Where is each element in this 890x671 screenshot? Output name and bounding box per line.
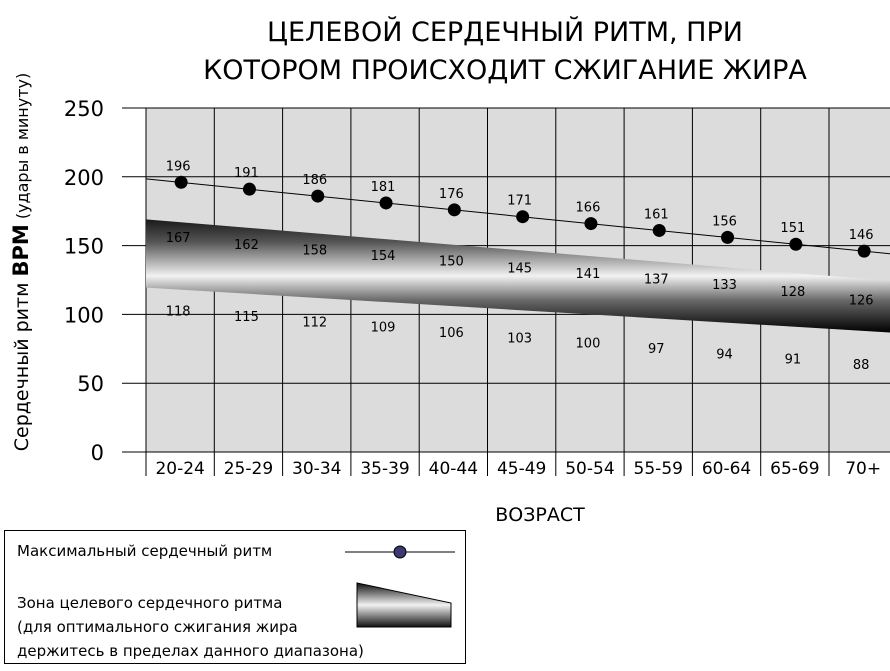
max-hr-point — [447, 203, 461, 217]
chart-title-line-1: ЦЕЛЕВОЙ СЕРДЕЧНЫЙ РИТМ, ПРИ — [267, 17, 743, 48]
legend-label-zone-line-3: держитесь в пределах данного диапазона) — [17, 642, 364, 660]
max-hr-point — [242, 182, 256, 196]
max-hr-value-label: 181 — [371, 180, 396, 195]
zone-upper-value-label: 126 — [849, 294, 874, 309]
zone-upper-value-label: 128 — [780, 285, 805, 300]
x-axis-label: ВОЗРАСТ — [495, 504, 585, 526]
x-tick-label: 35-39 — [360, 459, 409, 479]
x-tick-label: 70+ — [845, 459, 881, 479]
zone-lower-value-label: 103 — [507, 331, 532, 346]
y-tick-label: 50 — [77, 372, 104, 396]
max-hr-value-label: 161 — [644, 207, 669, 222]
max-hr-point — [857, 244, 871, 258]
max-hr-value-label: 196 — [166, 159, 191, 174]
max-hr-value-label: 146 — [849, 228, 874, 243]
x-tick-label: 45-49 — [497, 459, 546, 479]
max-hr-point — [584, 217, 598, 231]
y-tick-label: 0 — [91, 441, 104, 465]
zone-lower-value-label: 115 — [234, 310, 259, 325]
zone-upper-value-label: 150 — [439, 255, 464, 270]
max-hr-point — [516, 210, 530, 224]
y-tick-label: 150 — [64, 235, 104, 259]
zone-lower-value-label: 88 — [853, 358, 870, 373]
line-with-dot-icon — [345, 545, 455, 559]
max-hr-point — [721, 230, 735, 244]
zone-upper-value-label: 133 — [712, 278, 737, 293]
chart-title: ЦЕЛЕВОЙ СЕРДЕЧНЫЙ РИТМ, ПРИ КОТОРОМ ПРОИ… — [120, 14, 890, 90]
max-hr-point — [379, 196, 393, 210]
legend-label-max-hr: Максимальный сердечный ритм — [17, 542, 273, 560]
y-tick-label: 200 — [64, 166, 104, 190]
max-hr-point — [174, 175, 188, 189]
zone-upper-value-label: 158 — [302, 244, 327, 259]
zone-upper-value-label: 137 — [644, 272, 669, 287]
x-tick-label: 30-34 — [292, 459, 341, 479]
zone-lower-value-label: 91 — [785, 353, 802, 368]
x-tick-label: 20-24 — [155, 459, 204, 479]
x-tick-label: 25-29 — [224, 459, 273, 479]
legend: Максимальный сердечный ритм Зона целевог… — [4, 530, 466, 664]
max-hr-value-label: 186 — [302, 173, 327, 188]
max-hr-value-label: 156 — [712, 214, 737, 229]
zone-upper-value-label: 162 — [234, 238, 259, 253]
chart-plot: 196 191 186 181 176 171 166 161 156 151 146 167 162 1… — [64, 97, 890, 479]
zone-lower-value-label: 118 — [166, 305, 191, 320]
target-zone-band — [146, 219, 890, 333]
max-hr-value-label: 171 — [507, 194, 532, 209]
max-hr-point — [652, 223, 666, 237]
max-hr-value-label: 166 — [576, 201, 601, 216]
x-tick-label: 40-44 — [429, 459, 478, 479]
zone-lower-value-label: 94 — [716, 347, 733, 362]
zone-lower-value-label: 112 — [302, 315, 327, 330]
band-swatch-icon — [356, 582, 452, 628]
y-tick-label: 250 — [64, 97, 104, 121]
y-tick-label: 100 — [64, 303, 104, 327]
zone-upper-value-label: 154 — [371, 249, 396, 264]
x-tick-label: 50-54 — [565, 459, 614, 479]
chart-title-line-2: КОТОРОМ ПРОИСХОДИТ СЖИГАНИЕ ЖИРА — [203, 55, 807, 86]
x-tick-label: 60-64 — [702, 459, 751, 479]
zone-upper-value-label: 167 — [166, 231, 191, 246]
zone-lower-value-label: 100 — [576, 337, 601, 352]
max-hr-value-label: 191 — [234, 166, 259, 181]
max-hr-value-label: 176 — [439, 187, 464, 202]
max-hr-point — [311, 189, 325, 203]
legend-label-zone-line-1: Зона целевого сердечного ритма — [17, 594, 283, 612]
zone-upper-value-label: 141 — [576, 267, 601, 282]
zone-lower-value-label: 106 — [439, 326, 464, 341]
zone-lower-value-label: 109 — [371, 321, 396, 336]
max-hr-value-label: 151 — [780, 221, 805, 236]
x-tick-label: 55-59 — [634, 459, 683, 479]
legend-label-zone-line-2: (для оптимального сжигания жира — [17, 618, 298, 636]
zone-lower-value-label: 97 — [648, 342, 665, 357]
zone-upper-value-label: 145 — [507, 261, 532, 276]
max-hr-point — [789, 237, 803, 251]
x-tick-label: 65-69 — [770, 459, 819, 479]
